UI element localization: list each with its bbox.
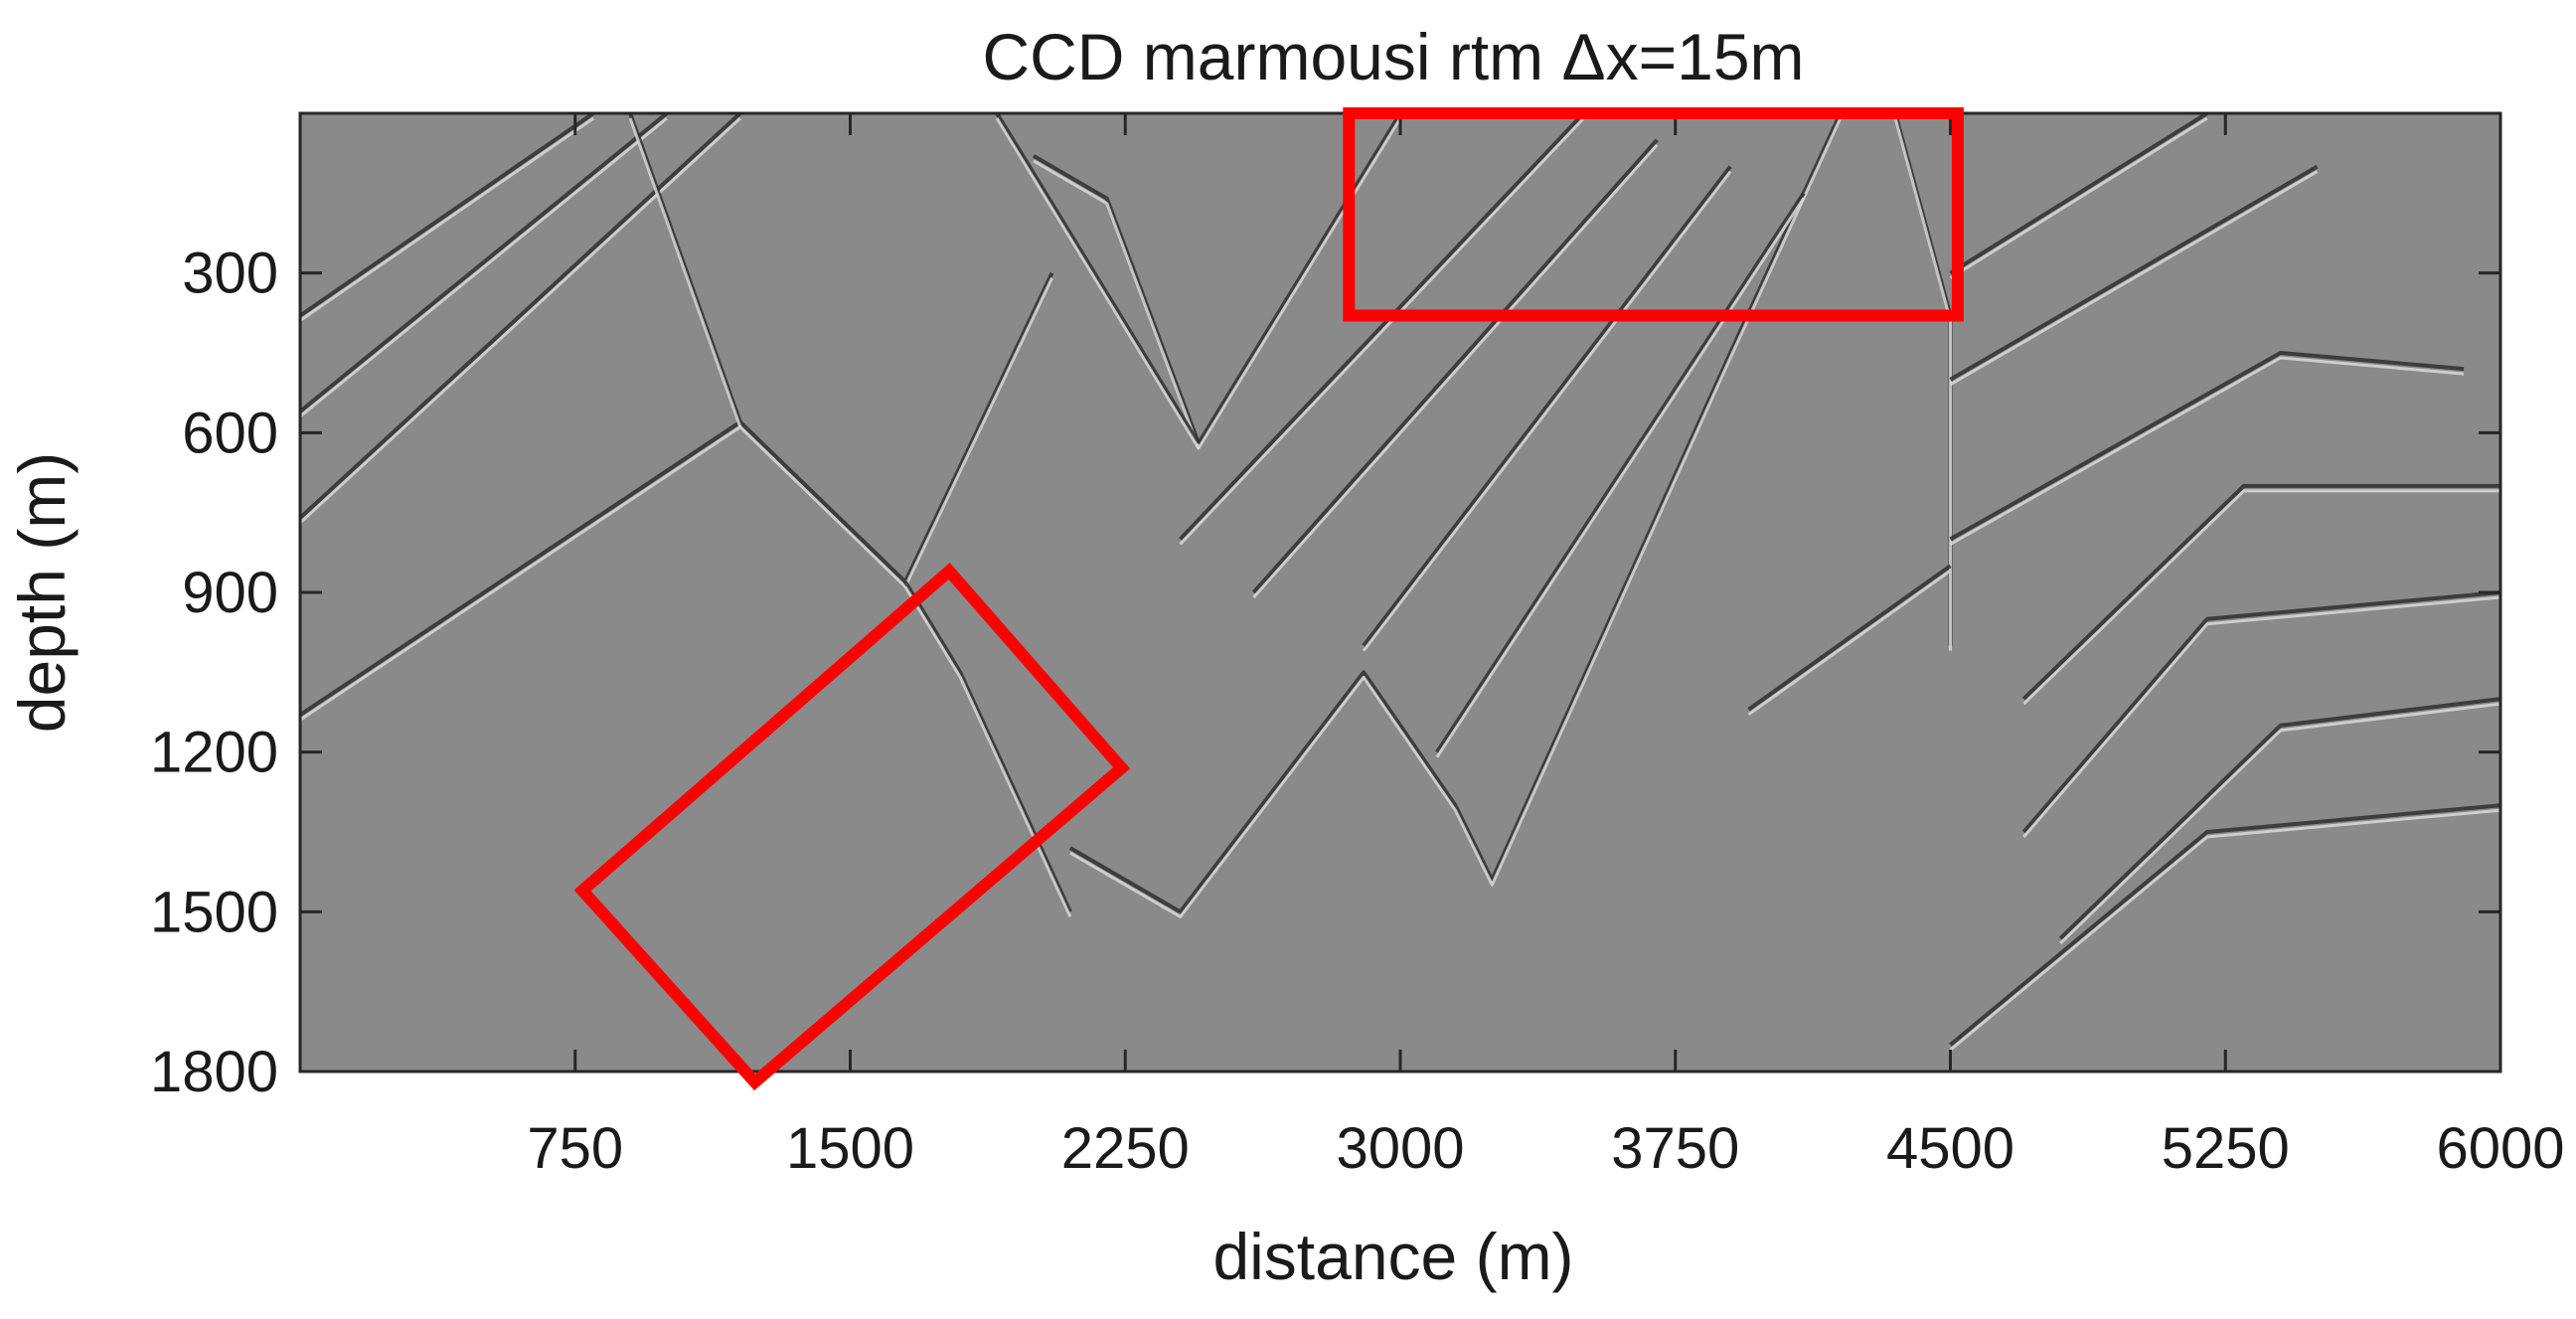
chart-title: CCD marmousi rtm Δx=15m xyxy=(982,20,1804,93)
x-tick-label: 3750 xyxy=(1611,1116,1739,1181)
reflector-18 xyxy=(1949,164,2319,387)
reflector-17 xyxy=(1949,113,2208,279)
reflector-22 xyxy=(2021,483,2500,706)
seismic-reflectors xyxy=(300,113,2500,1052)
reflector-20 xyxy=(2058,697,2500,945)
y-tick-label: 1500 xyxy=(150,880,278,944)
reflector-7 xyxy=(1032,113,1402,450)
y-tick-label: 1800 xyxy=(150,1040,278,1104)
reflector-10 xyxy=(1179,113,1585,546)
reflector-8 xyxy=(995,113,1201,449)
reflector-9 xyxy=(1068,113,1843,918)
y-tick-label: 300 xyxy=(182,242,278,306)
reflector-5 xyxy=(628,113,742,428)
x-tick-label: 6000 xyxy=(2436,1116,2564,1181)
x-axis-ticks: 750 1500 2250 3000 3750 4500 5250 6000 xyxy=(527,113,2565,1181)
x-tick-label: 1500 xyxy=(786,1116,914,1181)
x-tick-label: 4500 xyxy=(1886,1116,2014,1181)
reflector-19 xyxy=(2021,590,2500,838)
x-tick-label: 750 xyxy=(527,1116,623,1181)
x-tick-label: 2250 xyxy=(1061,1116,1190,1181)
y-axis-ticks: 300 600 900 1200 1500 1800 xyxy=(150,242,2500,1104)
reflector-11 xyxy=(1251,138,1659,598)
highlight-box-1 xyxy=(1343,107,1964,322)
reflector-12 xyxy=(1362,165,1732,652)
y-tick-label: 900 xyxy=(182,561,278,625)
x-axis-label: distance (m) xyxy=(1212,1220,1573,1293)
reflector-13 xyxy=(1435,192,1806,758)
highlight-box-2 xyxy=(573,563,1131,1091)
reflector-15 xyxy=(1949,351,2465,546)
reflector-1 xyxy=(300,113,595,322)
y-tick-label: 600 xyxy=(182,401,278,465)
x-tick-label: 3000 xyxy=(1336,1116,1464,1181)
y-axis-label: depth (m) xyxy=(5,452,79,733)
y-tick-label: 1200 xyxy=(150,721,278,785)
reflector-21 xyxy=(1949,803,2500,1052)
reflector-4 xyxy=(300,271,1054,722)
x-tick-label: 5250 xyxy=(2162,1116,2290,1181)
reflector-16 xyxy=(1747,564,1952,717)
highlight-boxes xyxy=(573,107,1964,1091)
reflector-3 xyxy=(300,113,742,525)
reflector-2 xyxy=(300,113,669,418)
